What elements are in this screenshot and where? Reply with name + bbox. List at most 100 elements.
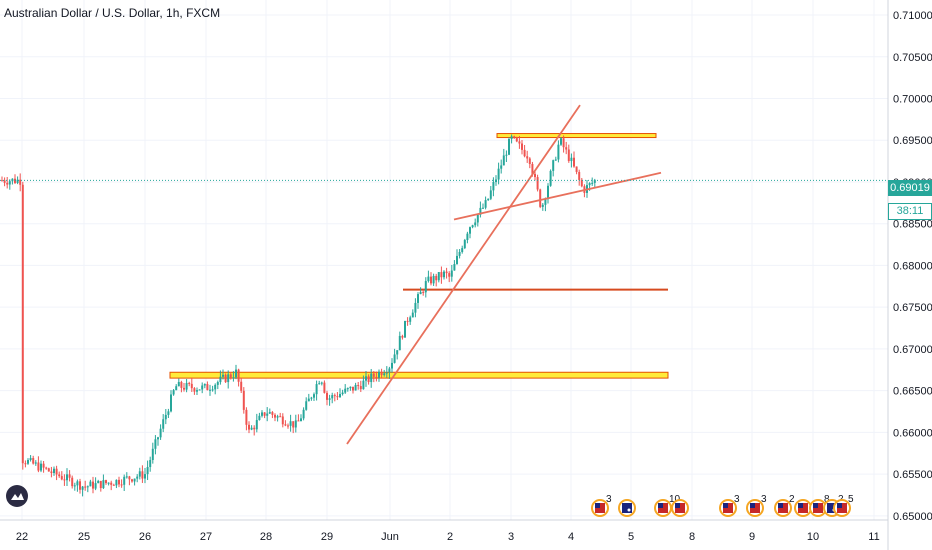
candle-body	[401, 336, 403, 338]
au-flag-icon	[622, 503, 632, 513]
candle-body	[378, 372, 380, 378]
candle-body	[557, 145, 559, 160]
candle-body	[152, 449, 154, 460]
time-axis-label: Jun	[381, 531, 399, 543]
candle-body	[266, 414, 268, 416]
candle-body	[56, 469, 58, 475]
candle-body	[518, 141, 520, 143]
candle-body	[451, 271, 453, 277]
candle-body	[292, 421, 294, 427]
price-axis-label: 0.67500	[893, 302, 932, 314]
candle-body	[487, 199, 489, 200]
candle-body	[461, 248, 463, 252]
candle-body	[1, 180, 3, 181]
candle-body	[560, 138, 562, 144]
candle-body	[448, 273, 450, 277]
candle-body	[581, 180, 583, 186]
candle-body	[27, 460, 29, 464]
candle-body	[396, 350, 398, 354]
us-flag-canton	[750, 503, 755, 508]
candle-body	[271, 412, 273, 415]
candle-body	[323, 383, 325, 393]
candle-body	[243, 391, 245, 410]
candle-body	[53, 469, 55, 473]
price-zone	[170, 372, 668, 378]
candle-body	[37, 462, 39, 470]
candle-body	[269, 412, 271, 413]
candle-body	[240, 382, 242, 391]
time-axis-label: 5	[628, 531, 634, 543]
candle-body	[277, 416, 279, 417]
time-axis-label: 29	[321, 531, 333, 543]
candle-body	[503, 155, 505, 165]
candle-body	[360, 386, 362, 389]
candle-body	[404, 321, 406, 338]
candle-body	[9, 181, 11, 184]
candle-body	[48, 468, 50, 471]
candle-body	[180, 382, 182, 388]
candle-body	[79, 481, 81, 489]
us-flag-canton	[813, 503, 818, 508]
candle-body	[474, 222, 476, 225]
candle-body	[165, 415, 167, 419]
candle-body	[251, 428, 253, 430]
candle-body	[336, 396, 338, 397]
candle-body	[95, 483, 97, 488]
candle-body	[318, 383, 320, 384]
candle-body	[308, 399, 310, 402]
candle-body	[331, 395, 333, 398]
price-axis-label: 0.65500	[893, 469, 932, 481]
candle-body	[388, 368, 390, 372]
candle-body	[201, 385, 203, 389]
candle-body	[342, 393, 344, 394]
candle-body	[113, 485, 115, 486]
candle-body	[154, 439, 156, 449]
candle-body	[498, 169, 500, 180]
candle-body	[440, 272, 442, 277]
tradingview-logo[interactable]	[6, 485, 28, 507]
candle-body	[505, 155, 507, 156]
time-axis-label: 4	[568, 531, 574, 543]
candle-body	[373, 374, 375, 377]
trendline	[454, 173, 661, 220]
candle-body	[191, 384, 193, 388]
candle-body	[591, 183, 593, 184]
us-flag-canton	[675, 503, 680, 508]
price-axis-label: 0.70500	[893, 52, 932, 64]
candle-body	[310, 398, 312, 399]
price-axis-label: 0.71000	[893, 10, 932, 22]
candle-body	[321, 383, 323, 384]
candle-body	[115, 480, 117, 485]
candle-body	[425, 281, 427, 292]
au-flag-star	[628, 509, 631, 512]
candle-body	[459, 252, 461, 256]
candle-body	[513, 136, 515, 137]
candle-body	[167, 411, 169, 415]
candle-body	[435, 276, 437, 280]
candle-body	[383, 373, 385, 375]
candle-body	[347, 388, 349, 389]
price-axis-label: 0.68000	[893, 260, 932, 272]
us-flag-canton	[837, 503, 842, 508]
logo-icon	[6, 485, 28, 507]
price-axis-label: 0.70000	[893, 93, 932, 105]
candle-body	[287, 425, 289, 426]
candle-body	[490, 190, 492, 198]
candle-body	[446, 272, 448, 274]
candle-body	[534, 174, 536, 177]
candle-body	[74, 485, 76, 486]
candle-body	[464, 240, 466, 248]
event-count: 3	[761, 494, 767, 505]
candle-body	[284, 424, 286, 425]
candle-body	[69, 474, 71, 477]
candle-body	[539, 189, 541, 206]
candle-body	[206, 384, 208, 390]
candle-body	[258, 416, 260, 420]
candle-body	[97, 481, 99, 483]
candle-body	[297, 420, 299, 421]
candle-body	[326, 393, 328, 400]
candle-body	[84, 487, 86, 488]
candle-body	[427, 277, 429, 281]
time-axis-label: 2	[447, 531, 453, 543]
